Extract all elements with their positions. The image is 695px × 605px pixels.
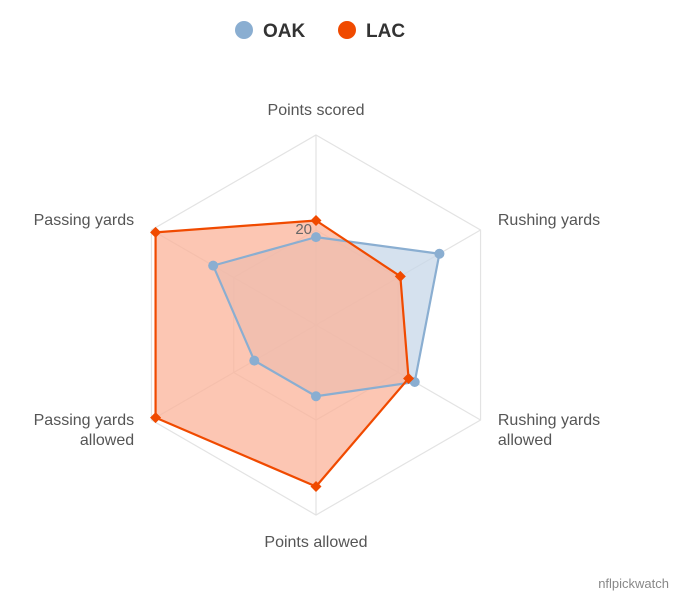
- point-oak-1: [311, 232, 321, 243]
- legend-marker-lac: [338, 21, 356, 39]
- point-oak-5: [249, 355, 260, 366]
- axis-label-1-line-1: Points scored: [268, 102, 365, 119]
- axis-label-5-line-1: Passing yards: [34, 412, 135, 429]
- axis-label-4: Points allowed: [264, 534, 367, 551]
- point-oak-4: [311, 391, 321, 402]
- radar-series: [150, 215, 445, 492]
- axis-label-3-line-1: Rushing yards: [498, 412, 600, 429]
- axis-label-1: Points scored: [268, 102, 365, 119]
- axis-label-4-line-1: Points allowed: [264, 534, 367, 551]
- legend-label-lac: LAC: [366, 21, 405, 42]
- axis-label-6-line-1: Passing yards: [34, 212, 135, 229]
- tick-label-1: 20: [295, 221, 312, 238]
- axis-label-3-line-2: allowed: [498, 432, 552, 449]
- point-lac-2: [394, 270, 406, 282]
- axis-label-5: Passing yards allowed: [34, 412, 135, 449]
- credit-text: nflpickwatch: [598, 576, 669, 591]
- point-lac-4: [310, 481, 322, 492]
- axis-label-2: Rushing yards: [498, 212, 600, 229]
- chart-legend: OAK LAC: [235, 21, 405, 42]
- axis-label-3: Rushing yards allowed: [498, 412, 600, 449]
- legend-label-oak: OAK: [263, 21, 306, 42]
- series-area-lac: [155, 220, 409, 487]
- axis-label-2-line-1: Rushing yards: [498, 212, 600, 229]
- point-lac-1: [310, 215, 322, 226]
- axis-label-5-line-2: allowed: [80, 432, 134, 449]
- point-lac-5: [150, 412, 162, 424]
- point-lac-6: [150, 226, 162, 238]
- axis-label-6: Passing yards: [34, 212, 135, 229]
- legend-marker-oak: [235, 21, 253, 39]
- point-oak-6: [208, 260, 219, 271]
- point-lac-3: [403, 372, 415, 384]
- point-oak-2: [434, 248, 445, 259]
